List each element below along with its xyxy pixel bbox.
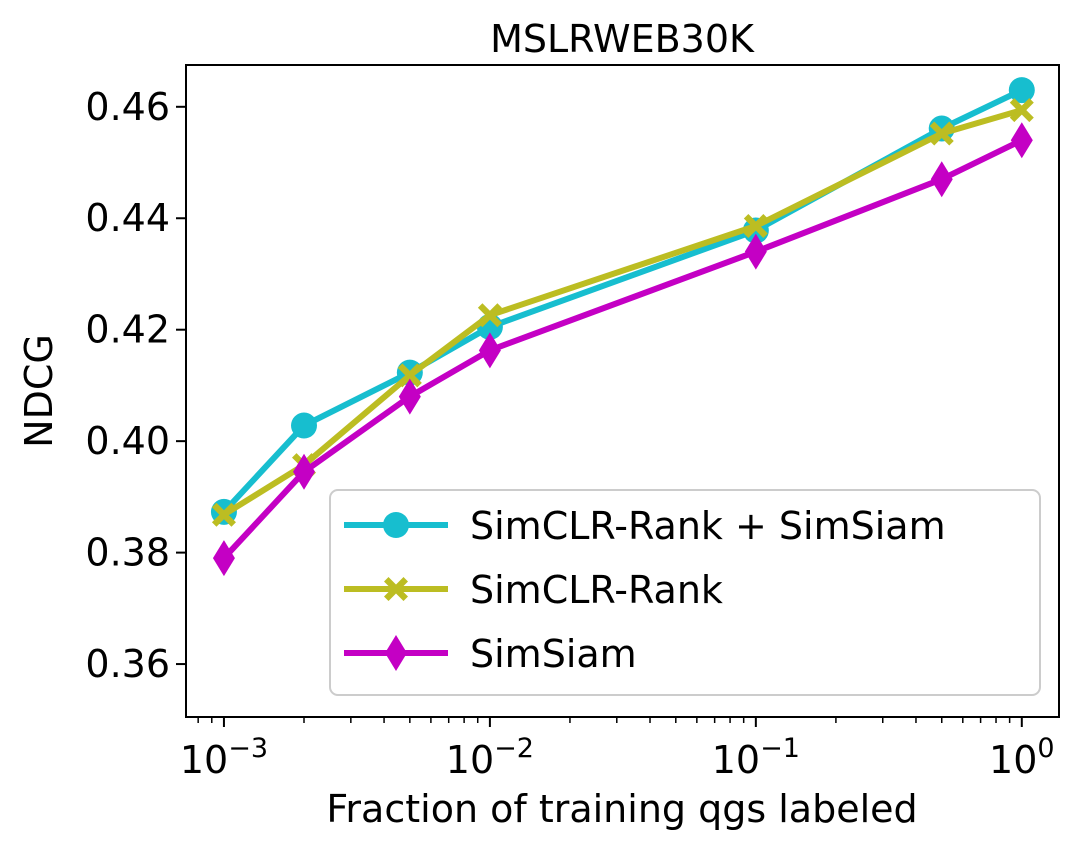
marker-diamond	[744, 233, 767, 270]
y-tick-label: 0.38	[85, 531, 170, 575]
x-tick-label: 10−1	[712, 733, 800, 782]
y-tick-label: 0.36	[85, 642, 170, 686]
marker-x	[929, 121, 954, 146]
y-tick-label: 0.46	[85, 85, 170, 129]
y-tick-label: 0.40	[85, 419, 170, 463]
marker-x	[397, 363, 422, 388]
marker-diamond	[930, 161, 953, 198]
marker-circle	[291, 412, 318, 439]
series-2	[212, 122, 1033, 577]
series-layer	[210, 77, 1035, 577]
x-tick-exponent: −2	[494, 733, 534, 764]
x-tick-label: 10−3	[180, 733, 268, 782]
y-axis-label: NDCG	[17, 334, 61, 448]
plot-frame	[185, 64, 1060, 718]
x-tick-label: 10−2	[446, 733, 534, 782]
marker-x	[384, 577, 408, 601]
legend: SimCLR-Rank + SimSiam SimCLR-Rank SimSiam	[329, 489, 1041, 696]
y-tick-label: 0.44	[85, 196, 170, 240]
marker-circle	[383, 512, 409, 538]
x-tick-exponent: −1	[760, 733, 800, 764]
marker-circle	[1008, 77, 1035, 104]
legend-label: SimCLR-Rank + SimSiam	[470, 504, 946, 548]
legend-label: SimSiam	[470, 632, 637, 676]
x-tick-exponent: −3	[228, 733, 268, 764]
marker-x	[477, 303, 502, 328]
y-tick-label: 0.42	[85, 308, 170, 352]
x-tick-base: 10	[989, 738, 1037, 782]
series-line	[222, 107, 1023, 518]
x-tick-exponent: 0	[1037, 733, 1054, 764]
x-axis-label: Fraction of training qgs labeled	[326, 787, 917, 831]
marker-diamond	[212, 540, 235, 577]
marker-x	[743, 214, 768, 239]
chart-title: MSLRWEB30K	[490, 17, 755, 61]
marker-diamond	[1010, 122, 1033, 159]
marker-diamond	[398, 378, 421, 415]
series-1	[211, 98, 1034, 527]
x-tick-base: 10	[712, 738, 760, 782]
legend-frame	[329, 489, 1041, 696]
marker-x	[211, 502, 236, 527]
x-tick-base: 10	[180, 738, 228, 782]
marker-x	[1009, 98, 1034, 123]
marker-diamond	[293, 453, 316, 490]
legend-label: SimCLR-Rank	[470, 568, 723, 612]
marker-diamond	[385, 635, 407, 671]
marker-diamond	[478, 332, 501, 369]
x-tick-base: 10	[446, 738, 494, 782]
x-tick-label: 100	[989, 733, 1055, 782]
